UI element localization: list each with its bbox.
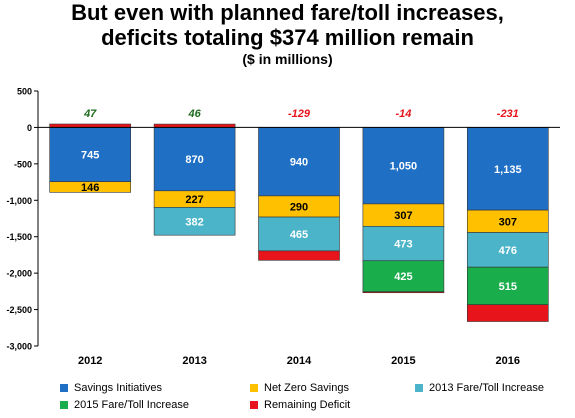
bar-segment-label: 290 bbox=[290, 201, 308, 213]
bar-segment-label: 425 bbox=[394, 271, 412, 283]
bar-segment-label: 870 bbox=[185, 154, 203, 166]
bar-segment bbox=[258, 250, 340, 261]
legend-swatch bbox=[60, 401, 68, 409]
bar-segment-label: 307 bbox=[499, 216, 517, 228]
bar-segment-label: 476 bbox=[499, 245, 517, 257]
legend-swatch bbox=[60, 384, 68, 392]
bar-segment-label: 307 bbox=[394, 210, 412, 222]
bar-segment-label: 382 bbox=[185, 216, 203, 228]
legend-swatch bbox=[250, 401, 258, 409]
bar-segment bbox=[466, 304, 549, 322]
bar-segment-label: 745 bbox=[81, 150, 99, 162]
legend-item: Net Zero Savings bbox=[250, 382, 349, 394]
legend-item: 2015 Fare/Toll Increase bbox=[60, 399, 189, 411]
bar-segment bbox=[153, 127, 236, 192]
y-tick-label: -1,500 bbox=[6, 232, 32, 242]
x-tick-label: 2016 bbox=[496, 355, 520, 367]
legend-label: Remaining Deficit bbox=[264, 399, 351, 411]
deficit-total-label: -14 bbox=[395, 108, 411, 120]
y-tick-label: -3,000 bbox=[6, 342, 32, 352]
deficit-total-label: 47 bbox=[83, 108, 97, 120]
x-tick-label: 2013 bbox=[182, 355, 206, 367]
bar-segment bbox=[362, 225, 445, 262]
bar-segment bbox=[258, 127, 340, 197]
bar-segment-label: 1,135 bbox=[494, 164, 522, 176]
bar-segment bbox=[466, 127, 549, 211]
bar-segment-label: 1,050 bbox=[390, 161, 418, 173]
chart-subtitle: ($ in millions) bbox=[242, 51, 333, 67]
legend-swatch bbox=[250, 384, 258, 392]
legend-swatch bbox=[415, 384, 423, 392]
bar-segment-label: 473 bbox=[394, 239, 412, 251]
x-tick-label: 2014 bbox=[287, 355, 312, 367]
bar-segment bbox=[362, 127, 445, 205]
x-tick-label: 2012 bbox=[78, 355, 102, 367]
y-tick-label: -2,000 bbox=[6, 269, 32, 279]
stacked-bar-chart: 500 0 -500 -1,000 -1,500 -2,000 -2,500 -3,000 74… bbox=[6, 87, 560, 367]
legend-label: 2015 Fare/Toll Increase bbox=[74, 399, 189, 411]
legend-label: Net Zero Savings bbox=[264, 382, 349, 394]
bar-segment bbox=[49, 127, 132, 183]
bar-segment-label: 146 bbox=[81, 182, 99, 194]
bar-segment bbox=[466, 232, 549, 268]
deficit-total-label: 46 bbox=[187, 108, 201, 120]
bar-segment-label: 465 bbox=[290, 229, 308, 241]
legend-label: Savings Initiatives bbox=[74, 382, 163, 394]
legend-item: 2013 Fare/Toll Increase bbox=[415, 382, 544, 394]
bar-segment bbox=[362, 260, 445, 293]
y-tick-label: -1,000 bbox=[6, 196, 32, 206]
bar-segment bbox=[153, 123, 236, 128]
chart-title-line-2: deficits totaling $374 million remain bbox=[101, 25, 474, 50]
bar-segment bbox=[49, 123, 132, 128]
deficit-total-label: -231 bbox=[497, 108, 519, 120]
deficit-total-label: -129 bbox=[288, 108, 311, 120]
bar-segment bbox=[153, 207, 236, 236]
bar-segment-label: 227 bbox=[185, 194, 203, 206]
legend-label: 2013 Fare/Toll Increase bbox=[429, 382, 544, 394]
bar-segment bbox=[49, 181, 132, 193]
x-tick-label: 2015 bbox=[391, 355, 415, 367]
bar-segment-label: 515 bbox=[499, 281, 517, 293]
chart-title-line-1: But even with planned fare/toll increase… bbox=[71, 0, 504, 25]
bar-segment bbox=[362, 291, 445, 294]
legend-item: Remaining Deficit bbox=[250, 399, 350, 411]
legend-item: Savings Initiatives bbox=[60, 382, 162, 394]
y-tick-label: -500 bbox=[14, 159, 32, 169]
bar-segment-label: 940 bbox=[290, 157, 308, 169]
bar-segment bbox=[466, 266, 549, 305]
chart-legend: Savings Initiatives Net Zero Savings 2013 … bbox=[60, 382, 575, 418]
y-tick-label: -2,500 bbox=[6, 305, 32, 315]
y-tick-label: 0 bbox=[27, 123, 32, 133]
y-tick-label: 500 bbox=[17, 87, 32, 97]
